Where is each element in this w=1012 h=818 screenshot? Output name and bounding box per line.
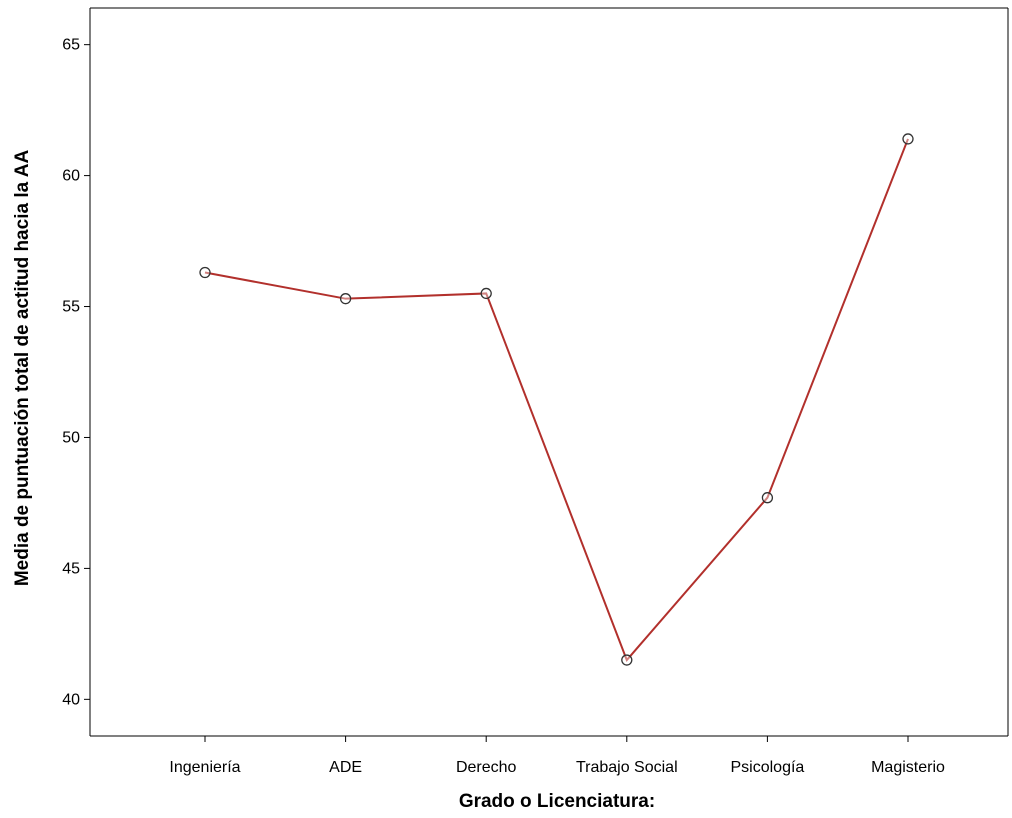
x-tick-label: Magisterio	[871, 759, 945, 776]
data-point	[199, 266, 211, 279]
x-tick-label: Derecho	[456, 759, 517, 776]
series-line-group	[204, 138, 909, 662]
x-tick-label: Ingeniería	[169, 759, 240, 776]
y-tick-label: 55	[62, 299, 80, 316]
data-point	[339, 293, 352, 305]
x-axis-title: Grado o Licenciatura:	[459, 791, 655, 812]
series-markers-group	[199, 133, 914, 666]
data-point	[480, 287, 492, 300]
y-axis-title: Media de puntuación total de actitud hac…	[12, 150, 33, 587]
y-tick-label: 40	[62, 691, 80, 708]
y-tick-label: 65	[62, 37, 80, 54]
y-tick-label: 45	[62, 560, 80, 577]
plot-frame-group	[89, 7, 1009, 737]
x-tick-label: Psicología	[730, 759, 804, 776]
x-tick-label: Trabajo Social	[576, 759, 678, 776]
series-line	[204, 138, 909, 662]
y-axis-ticks: 40 45 50 55 60 65	[62, 37, 90, 708]
data-point	[621, 654, 633, 666]
x-axis-ticks: Ingeniería ADE Derecho Trabajo Social Psicol…	[169, 736, 945, 776]
y-tick-label: 60	[62, 168, 80, 185]
y-tick-label: 50	[62, 429, 80, 446]
x-tick-label: ADE	[329, 759, 362, 776]
data-point	[761, 492, 774, 504]
data-point	[902, 133, 914, 145]
